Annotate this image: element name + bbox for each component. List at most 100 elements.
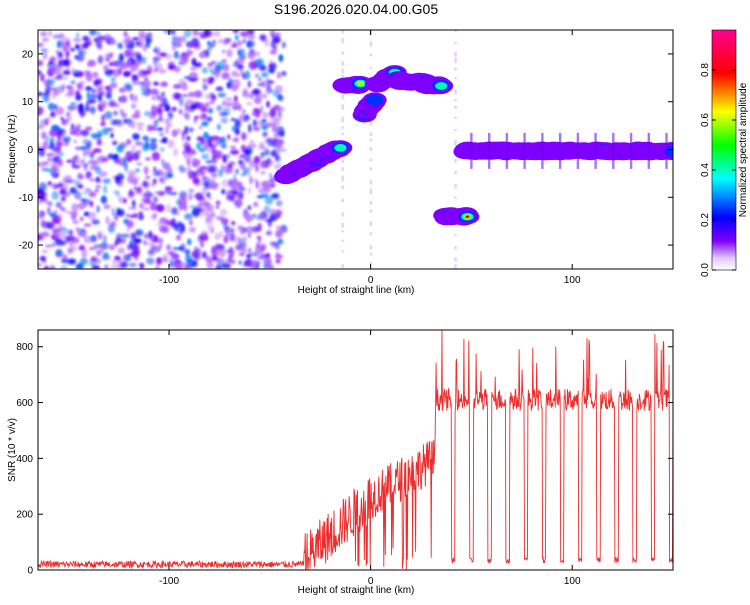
noise-speck <box>231 221 236 226</box>
noise-speck <box>152 196 158 204</box>
noise-speck <box>265 160 275 164</box>
noise-speck <box>189 72 198 79</box>
noise-speck <box>251 259 258 268</box>
noise-speck <box>259 34 267 41</box>
noise-speck <box>160 158 165 164</box>
noise-speck <box>110 40 117 45</box>
noise-speck <box>159 147 165 152</box>
noise-speck <box>191 250 199 259</box>
noise-speck <box>261 118 267 124</box>
noise-speck <box>173 223 179 231</box>
noise-speck <box>101 114 106 123</box>
noise-speck <box>155 204 165 213</box>
x-tick-label: 0 <box>368 275 374 286</box>
noise-speck <box>155 264 160 269</box>
noise-speck <box>118 53 125 62</box>
noise-speck <box>136 162 143 166</box>
noise-speck <box>158 177 164 182</box>
noise-speck <box>79 216 84 222</box>
noise-speck <box>256 195 264 199</box>
noise-speck <box>62 43 69 53</box>
noise-speck <box>143 166 149 175</box>
noise-speck <box>276 225 282 231</box>
noise-speck <box>93 166 99 170</box>
noise-speck <box>133 186 137 190</box>
noise-speck <box>239 70 245 75</box>
noise-speck <box>198 210 208 217</box>
noise-speck <box>278 54 284 62</box>
noise-speck <box>268 183 276 188</box>
noise-speck <box>225 249 234 254</box>
noise-speck <box>79 244 85 250</box>
noise-speck <box>186 158 191 166</box>
noise-speck <box>259 141 265 149</box>
noise-speck <box>274 128 282 132</box>
snr-ylabel: SNR (10 * v/v) <box>7 418 18 482</box>
noise-speck <box>193 76 200 81</box>
noise-speck <box>114 241 118 247</box>
noise-speck <box>162 171 170 180</box>
noise-speck <box>102 37 109 42</box>
noise-speck <box>230 228 235 234</box>
noise-speck <box>75 146 81 151</box>
artifact-mark <box>369 245 373 250</box>
noise-speck <box>242 73 247 80</box>
spur-mark <box>576 132 580 169</box>
noise-speck <box>193 90 203 98</box>
noise-speck <box>268 80 274 84</box>
noise-speck <box>259 160 266 169</box>
noise-speck <box>260 93 268 99</box>
artifact-mark <box>454 99 457 102</box>
noise-speck <box>258 251 265 259</box>
noise-speck <box>49 129 58 137</box>
noise-speck <box>79 257 88 265</box>
noise-speck <box>56 73 64 80</box>
noise-speck <box>257 213 265 220</box>
colorbar-ticks: 0.0 0.2 0.4 0.6 0.8 <box>700 63 736 277</box>
noise-speck <box>72 245 77 252</box>
artifact-mark <box>369 53 373 57</box>
artifact-mark <box>454 264 457 269</box>
noise-speck <box>252 126 261 131</box>
noise-speck <box>256 242 261 249</box>
noise-speck <box>274 85 283 94</box>
noise-speck <box>219 250 226 258</box>
noise-speck <box>86 71 91 77</box>
noise-speck <box>184 145 192 154</box>
noise-speck <box>244 114 249 118</box>
noise-speck <box>51 165 58 175</box>
noise-speck <box>222 263 231 269</box>
noise-speck <box>206 225 215 231</box>
noise-speck <box>45 85 52 94</box>
noise-speck <box>108 62 115 67</box>
noise-speck <box>56 85 65 93</box>
noise-speck <box>88 211 97 221</box>
noise-speck <box>95 85 100 93</box>
noise-speck <box>153 57 158 66</box>
noise-speck <box>188 193 193 201</box>
spectrogram-xlabel: Height of straight line (km) <box>298 285 415 296</box>
noise-speck <box>100 195 108 204</box>
noise-speck <box>61 207 66 212</box>
noise-speck <box>75 226 79 232</box>
noise-speck <box>226 229 231 238</box>
noise-speck <box>163 165 171 171</box>
noise-speck <box>199 113 208 121</box>
noise-speck <box>51 110 55 117</box>
noise-speck <box>124 49 131 58</box>
artifact-mark <box>341 175 344 182</box>
noise-speck <box>167 139 175 149</box>
noise-speck <box>221 188 226 195</box>
noise-speck <box>233 136 240 143</box>
noise-speck <box>207 40 211 46</box>
noise-speck <box>42 168 51 172</box>
noise-speck <box>253 201 259 208</box>
noise-speck <box>71 203 78 212</box>
noise-speck <box>244 70 250 80</box>
snr-frame <box>37 329 674 571</box>
noise-speck <box>211 178 215 184</box>
noise-speck <box>63 76 68 81</box>
noise-speck <box>271 33 275 42</box>
noise-speck <box>89 159 96 165</box>
artifact-mark <box>341 94 344 100</box>
